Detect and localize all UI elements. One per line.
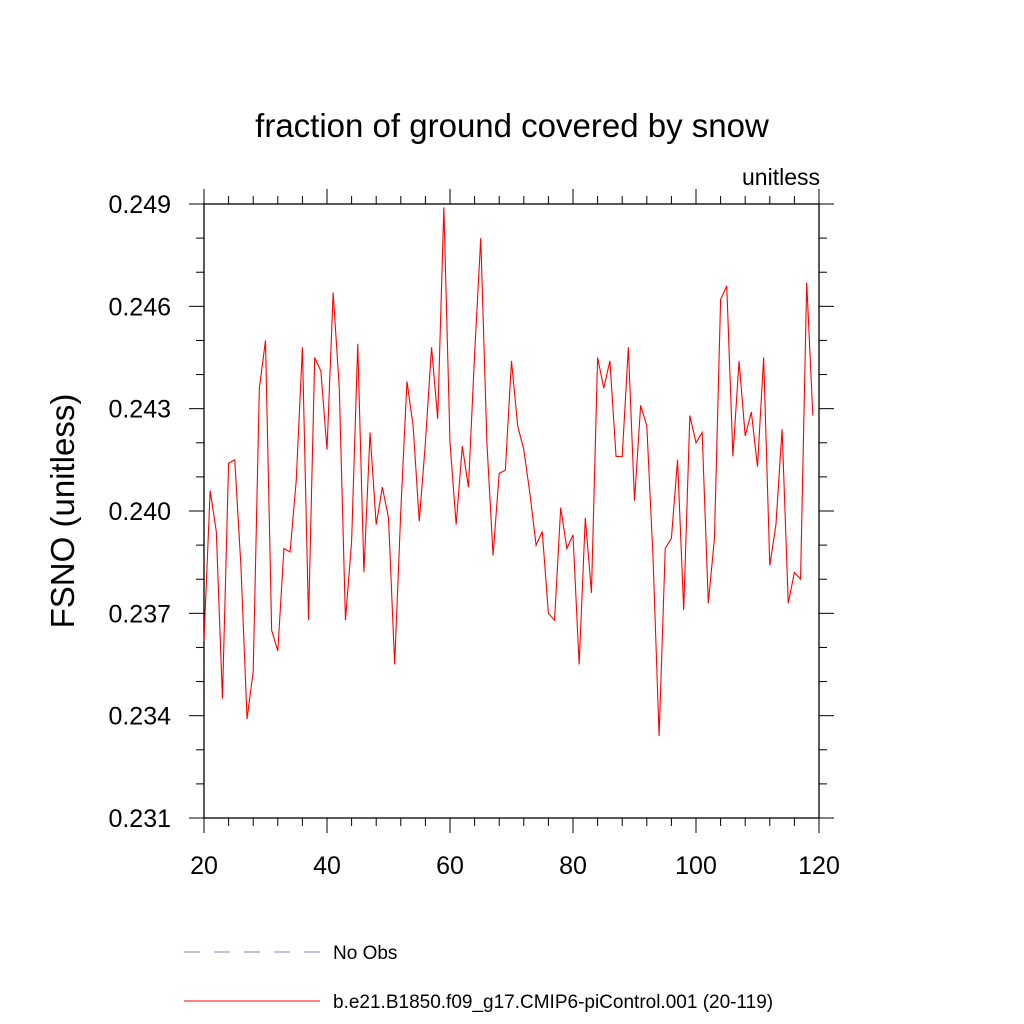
y-tick-label: 0.231 <box>108 805 171 833</box>
x-tick-label: 60 <box>436 852 464 880</box>
y-tick-label: 0.234 <box>108 703 171 731</box>
x-tick-label: 100 <box>675 852 717 880</box>
y-axis-label: FSNO (unitless) <box>44 394 81 629</box>
x-tick-label: 120 <box>798 852 840 880</box>
legend-label-no-obs: No Obs <box>333 943 397 964</box>
y-tick-label: 0.246 <box>108 293 171 321</box>
units-label: unitless <box>742 164 820 190</box>
x-tick-label: 40 <box>313 852 341 880</box>
chart-title: fraction of ground covered by snow <box>255 107 769 144</box>
x-tick-label: 20 <box>190 852 218 880</box>
y-tick-label: 0.249 <box>108 191 171 219</box>
legend: No Obs b.e21.B1850.f09_g17.CMIP6-piContr… <box>184 943 773 1013</box>
series-layer <box>203 207 814 737</box>
y-tick-label: 0.237 <box>108 600 171 628</box>
y-tick-label: 0.243 <box>108 396 171 424</box>
x-tick-label: 80 <box>559 852 587 880</box>
legend-label-model-run: b.e21.B1850.f09_g17.CMIP6-piControl.001 … <box>333 992 773 1013</box>
series-line-model-run <box>203 207 814 737</box>
x-axis: 20 40 60 80 100 120 <box>190 189 840 880</box>
y-axis: 0.231 0.234 0.237 0.240 0.243 0.246 0.249 <box>108 191 834 833</box>
y-tick-label: 0.240 <box>108 498 171 526</box>
